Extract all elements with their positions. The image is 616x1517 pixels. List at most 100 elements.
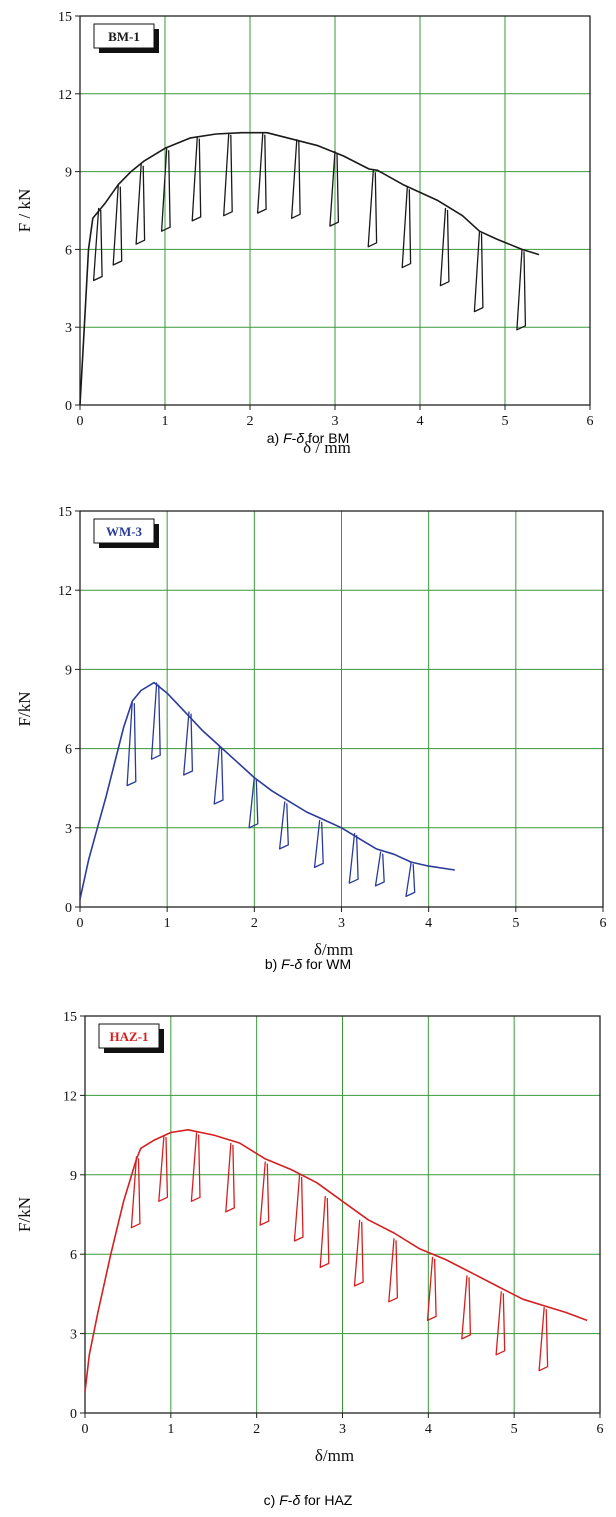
unload-loop (259, 1161, 270, 1226)
y-tick-label: 9 (65, 663, 72, 678)
y-tick-label: 12 (58, 88, 72, 103)
y-tick-label: 3 (70, 1328, 77, 1343)
caption-dash: - (292, 430, 297, 446)
unload-loop (256, 132, 267, 214)
x-tick-label: 4 (425, 916, 432, 931)
panel-caption: b) F-δ for WM (265, 956, 351, 972)
unload-loop (190, 1132, 201, 1202)
unload-loop (160, 148, 171, 232)
caption-suffix: for BM (304, 430, 349, 446)
unload-loop (313, 819, 324, 869)
caption-dash: - (290, 956, 295, 972)
caption-delta: δ (294, 956, 302, 972)
y-axis-label: F/kN (15, 1197, 34, 1232)
unload-loop (135, 163, 146, 245)
x-tick-label: 0 (82, 1422, 89, 1437)
caption-delta: δ (292, 1492, 300, 1508)
x-tick-label: 2 (253, 1422, 260, 1437)
unload-loop (293, 1174, 304, 1242)
unload-loop (158, 1135, 169, 1202)
y-tick-label: 0 (65, 901, 72, 916)
panel-caption: a) F-δ for BM (267, 430, 349, 446)
x-tick-label: 1 (167, 1422, 174, 1437)
unload-loop (401, 187, 412, 269)
x-tick-label: 5 (511, 1422, 518, 1437)
y-tick-label: 6 (70, 1248, 77, 1263)
y-tick-label: 6 (65, 243, 72, 258)
unload-loop (248, 777, 259, 829)
caption-suffix: for HAZ (300, 1492, 353, 1508)
y-axis-label: F / kN (15, 189, 34, 232)
y-tick-label: 0 (70, 1407, 77, 1422)
unload-loop (278, 801, 289, 850)
unload-loop (191, 136, 202, 222)
unload-loop (353, 1219, 364, 1287)
unload-loop (92, 207, 103, 282)
unload-loop (374, 851, 385, 887)
unload-loop (388, 1238, 399, 1303)
x-axis-label: δ/mm (315, 1446, 354, 1465)
unload-loop (473, 231, 484, 313)
caption-f: F (279, 1492, 289, 1508)
unload-loop (290, 139, 301, 219)
caption-f: F (283, 430, 293, 446)
unload-loop (348, 833, 359, 884)
unload-loop (516, 249, 527, 331)
legend-label: BM-1 (108, 29, 140, 44)
unload-loop (495, 1291, 506, 1356)
unload-loop (461, 1275, 472, 1340)
unload-loop (319, 1195, 330, 1269)
legend-box (98, 1023, 160, 1049)
x-tick-label: 4 (425, 1422, 432, 1437)
y-tick-label: 9 (65, 166, 72, 181)
y-tick-label: 12 (58, 584, 72, 599)
x-tick-label: 3 (338, 916, 345, 931)
x-tick-label: 4 (417, 414, 424, 429)
unload-loop (223, 132, 233, 217)
x-tick-label: 2 (251, 916, 258, 931)
legend-box (93, 518, 155, 544)
caption-prefix: b) (265, 956, 281, 972)
x-tick-label: 0 (77, 916, 84, 931)
unload-loop (112, 184, 123, 266)
caption-prefix: a) (267, 430, 283, 446)
caption-delta: δ (296, 430, 304, 446)
y-tick-label: 15 (63, 1010, 77, 1025)
x-tick-label: 2 (247, 414, 254, 429)
y-tick-label: 15 (58, 505, 72, 520)
unload-loop (538, 1307, 549, 1372)
unload-loop (130, 1156, 141, 1229)
x-tick-label: 0 (77, 414, 84, 429)
unload-loop (150, 682, 161, 760)
y-tick-label: 6 (65, 743, 72, 758)
series-envelope (84, 1129, 588, 1392)
y-tick-label: 12 (63, 1089, 77, 1104)
y-tick-label: 3 (65, 822, 72, 837)
caption-suffix: for WM (302, 956, 351, 972)
unload-loop (225, 1142, 235, 1213)
y-tick-label: 15 (58, 10, 72, 25)
y-tick-label: 0 (65, 399, 72, 414)
caption-prefix: c) (264, 1492, 280, 1508)
y-axis-label: F/kN (15, 692, 34, 727)
x-tick-label: 1 (162, 414, 169, 429)
unload-loop (126, 701, 137, 787)
legend-box (93, 23, 155, 49)
unload-loop (183, 711, 194, 776)
x-tick-label: 1 (164, 916, 171, 931)
x-tick-label: 6 (587, 414, 594, 429)
unload-loop (367, 170, 378, 248)
series-envelope (79, 681, 455, 900)
x-tick-label: 3 (332, 414, 339, 429)
y-tick-label: 3 (65, 321, 72, 336)
panel-caption: c) F-δ for HAZ (264, 1492, 353, 1508)
x-tick-label: 6 (600, 916, 607, 931)
unload-loop (439, 207, 450, 287)
x-tick-label: 3 (339, 1422, 346, 1437)
legend-label: WM-3 (106, 524, 143, 539)
x-tick-label: 5 (502, 414, 509, 429)
x-axis-label: δ/mm (314, 940, 353, 959)
